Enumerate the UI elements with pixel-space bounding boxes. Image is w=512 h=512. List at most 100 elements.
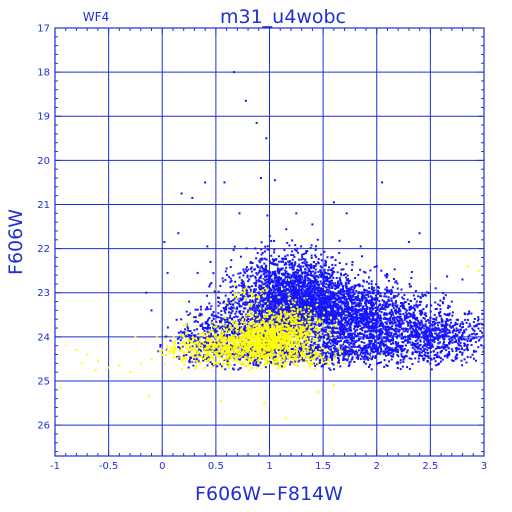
blue-point (269, 318, 272, 320)
blue-point (313, 296, 316, 299)
blue-point (387, 304, 390, 307)
blue-point (437, 327, 440, 330)
blue-point (368, 325, 371, 328)
blue-point (354, 277, 357, 279)
blue-point (344, 336, 347, 339)
blue-point (451, 314, 454, 317)
blue-point (451, 326, 454, 329)
blue-point (283, 321, 286, 323)
blue-point (307, 273, 310, 276)
blue-point (334, 297, 337, 300)
blue-point (369, 345, 372, 348)
blue-point (251, 274, 254, 277)
blue-point (448, 341, 451, 344)
blue-point (444, 294, 447, 297)
blue-point (348, 335, 350, 337)
blue-point (332, 335, 335, 337)
blue-point (241, 340, 244, 343)
blue-point (456, 329, 459, 332)
blue-point (398, 330, 401, 333)
blue-point (351, 319, 354, 322)
blue-point (311, 316, 314, 319)
blue-point (317, 276, 320, 279)
blue-point (325, 296, 328, 299)
blue-point (431, 338, 434, 341)
blue-point (431, 343, 434, 346)
blue-point (379, 322, 382, 325)
blue-point (407, 336, 410, 339)
blue-point (424, 344, 427, 347)
blue-point (321, 272, 324, 275)
blue-point (443, 341, 445, 343)
blue-point (279, 300, 282, 303)
blue-point (273, 286, 276, 289)
blue-point (375, 350, 378, 353)
blue-point (342, 313, 345, 315)
blue-point (251, 262, 254, 264)
blue-point (385, 323, 388, 325)
blue-point (288, 299, 290, 302)
blue-point (331, 340, 334, 343)
blue-point (407, 324, 410, 327)
blue-point (265, 291, 268, 294)
blue-point (441, 320, 444, 323)
blue-point (387, 296, 390, 299)
blue-point (403, 357, 406, 360)
blue-point (328, 301, 331, 304)
blue-point (473, 318, 476, 320)
blue-point (394, 295, 397, 298)
blue-point (366, 280, 368, 283)
blue-point (242, 310, 245, 313)
blue-point (379, 319, 382, 322)
blue-point (274, 311, 277, 314)
blue-point (344, 296, 347, 298)
blue-point (304, 262, 307, 265)
blue-point (323, 264, 326, 267)
blue-point (305, 322, 308, 325)
blue-point (340, 308, 343, 310)
blue-point (396, 330, 399, 333)
blue-point (333, 297, 336, 300)
blue-point (366, 308, 369, 310)
blue-point (344, 281, 347, 284)
blue-point (265, 274, 268, 277)
blue-point (281, 267, 284, 270)
blue-point (372, 292, 375, 295)
blue-point (432, 321, 434, 323)
blue-point (242, 327, 245, 330)
blue-point (239, 318, 242, 321)
blue-point (334, 264, 337, 267)
blue-point (355, 313, 358, 316)
blue-point (260, 274, 263, 277)
blue-point (307, 292, 310, 295)
blue-point (418, 352, 421, 355)
blue-point (430, 328, 433, 331)
blue-point (260, 248, 263, 251)
blue-point (244, 271, 247, 274)
blue-point (350, 305, 353, 308)
blue-point (302, 304, 304, 307)
blue-point (325, 306, 327, 309)
blue-point (372, 305, 375, 308)
blue-point (273, 248, 276, 251)
blue-point (428, 321, 431, 324)
blue-point (324, 331, 327, 333)
blue-point (330, 322, 333, 325)
blue-point (377, 315, 380, 318)
blue-point (320, 310, 322, 313)
blue-point (254, 307, 257, 310)
blue-point (253, 268, 256, 271)
blue-point (255, 362, 258, 365)
blue-point (365, 316, 368, 319)
blue-point (243, 329, 245, 332)
blue-point (310, 266, 312, 269)
blue-point (275, 310, 278, 313)
blue-point (285, 285, 287, 288)
blue-point (477, 346, 480, 349)
blue-point (406, 298, 409, 301)
blue-point (450, 337, 453, 339)
blue-point (229, 280, 232, 283)
blue-point (228, 300, 231, 303)
blue-point (341, 332, 344, 335)
blue-point (259, 295, 262, 298)
